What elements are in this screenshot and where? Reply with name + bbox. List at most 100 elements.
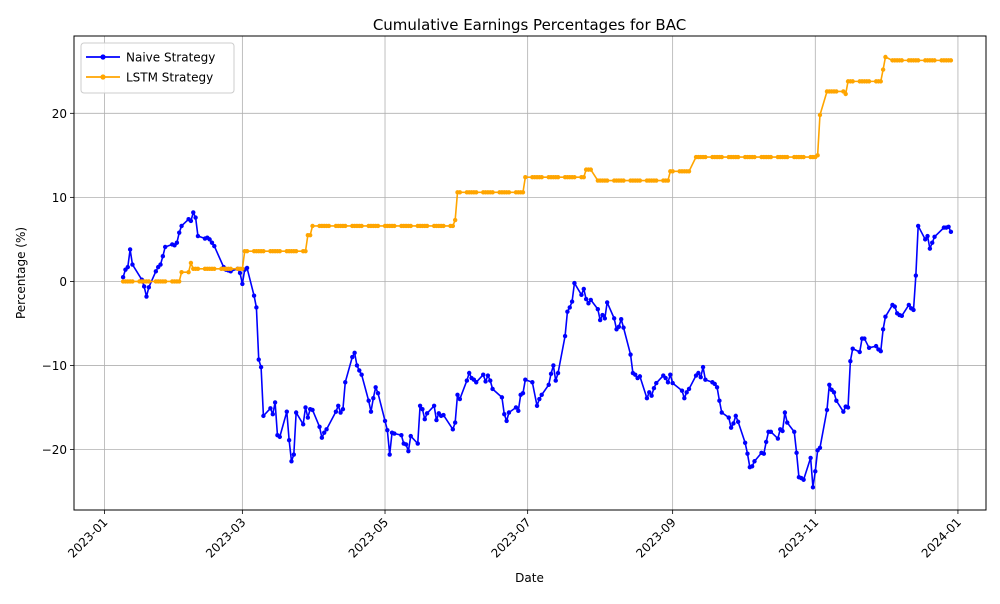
data-point	[817, 112, 823, 118]
legend-marker-lstm	[100, 74, 106, 80]
x-axis-label: Date	[515, 571, 544, 585]
data-point	[827, 382, 832, 387]
data-point	[366, 398, 371, 403]
data-point	[195, 266, 201, 271]
data-point	[644, 396, 650, 401]
data-point	[457, 396, 463, 402]
data-point	[733, 413, 738, 419]
data-point	[474, 380, 479, 385]
data-point	[212, 243, 217, 249]
data-point	[752, 154, 757, 160]
data-point	[883, 314, 888, 319]
data-point	[555, 174, 561, 180]
data-point	[946, 224, 951, 229]
data-point	[562, 333, 568, 339]
data-point	[801, 477, 806, 482]
data-point	[481, 372, 486, 377]
data-point	[506, 190, 512, 195]
data-point	[808, 455, 813, 461]
data-point	[539, 392, 544, 398]
data-point	[523, 377, 528, 382]
data-point	[850, 346, 855, 351]
data-point	[742, 440, 748, 445]
data-point	[392, 431, 397, 436]
data-point	[261, 413, 266, 419]
data-point	[913, 273, 919, 278]
data-point	[516, 408, 521, 414]
data-point	[831, 390, 837, 395]
data-point	[392, 223, 397, 229]
data-point	[417, 403, 423, 408]
data-point	[696, 370, 701, 376]
data-point	[785, 420, 790, 425]
data-point	[775, 436, 781, 441]
data-point	[663, 375, 668, 381]
data-point	[567, 305, 572, 310]
data-point	[261, 248, 266, 254]
y-axis-ticks: −20 −10 0 10 20	[42, 107, 74, 457]
data-point	[647, 390, 652, 395]
data-point	[357, 368, 362, 373]
data-point	[422, 417, 427, 422]
chart-title: Cumulative Earnings Percentages for BAC	[373, 16, 686, 34]
data-point	[424, 223, 430, 229]
data-point	[801, 154, 806, 160]
data-point	[324, 427, 329, 432]
data-point	[703, 377, 708, 382]
data-point	[684, 390, 689, 395]
data-point	[878, 348, 883, 354]
data-point	[523, 174, 528, 180]
data-point	[408, 433, 413, 439]
plot-series	[120, 54, 954, 490]
data-point	[539, 174, 544, 180]
data-point	[930, 240, 935, 245]
data-point	[474, 190, 479, 195]
data-point	[682, 396, 687, 401]
data-point	[375, 390, 381, 396]
data-point	[915, 223, 921, 229]
data-point	[130, 279, 135, 284]
legend-label-lstm: LSTM Strategy	[126, 71, 213, 85]
data-point	[291, 452, 297, 457]
data-point	[581, 286, 586, 292]
x-tick-label: 2023-09	[633, 515, 678, 560]
data-point	[619, 317, 624, 322]
data-point	[240, 281, 245, 287]
data-point	[272, 400, 278, 405]
data-point	[850, 79, 855, 84]
data-point	[794, 450, 799, 456]
data-point	[588, 297, 593, 303]
data-point	[572, 280, 577, 286]
data-point	[925, 233, 930, 239]
data-point	[382, 418, 388, 424]
data-point	[490, 190, 495, 195]
data-point	[256, 357, 261, 362]
data-point	[125, 264, 130, 270]
y-axis-label: Percentage (%)	[14, 227, 28, 319]
data-point	[841, 409, 846, 414]
data-point	[209, 240, 215, 245]
data-point	[520, 390, 526, 396]
data-point	[583, 296, 589, 302]
data-point	[572, 174, 577, 180]
data-point	[375, 223, 381, 229]
data-point	[621, 178, 626, 183]
data-point	[520, 190, 526, 195]
data-point	[537, 396, 542, 402]
data-point	[310, 407, 315, 413]
data-point	[441, 412, 446, 418]
data-point	[665, 178, 671, 183]
data-point	[424, 411, 430, 416]
data-point	[768, 154, 774, 160]
y-tick-label: −10	[42, 359, 67, 373]
data-point	[703, 154, 708, 160]
data-point	[530, 380, 535, 385]
y-tick-label: −20	[42, 443, 67, 457]
data-point	[251, 293, 257, 298]
data-point	[158, 262, 163, 267]
data-point	[322, 430, 327, 435]
x-tick-label: 2023-01	[65, 515, 110, 560]
data-point	[270, 411, 275, 417]
data-point	[948, 229, 954, 235]
data-point	[735, 419, 741, 424]
